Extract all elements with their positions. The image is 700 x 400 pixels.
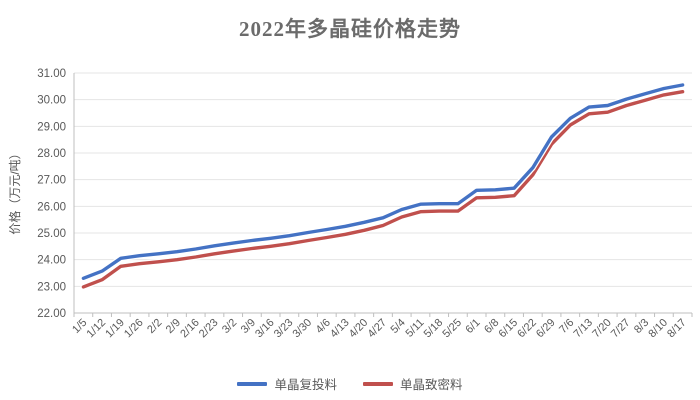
x-tick-label: 6/1 xyxy=(463,317,482,336)
y-tick-label: 30.00 xyxy=(37,95,66,107)
series-line-zhimiliao xyxy=(81,89,685,289)
x-tick-label: 4/20 xyxy=(347,317,371,341)
x-tick-label: 7/20 xyxy=(590,317,614,341)
series-line-futoule xyxy=(81,83,685,280)
y-tick-label: 29.00 xyxy=(37,121,66,133)
x-tick-label: 3/2 xyxy=(220,317,239,336)
x-tick-label: 4/27 xyxy=(365,317,389,341)
x-tick-label: 6/22 xyxy=(515,317,539,341)
y-tick-label: 31.00 xyxy=(37,68,66,80)
y-tick-label: 26.00 xyxy=(37,201,66,213)
series-line-casing xyxy=(80,88,686,290)
legend: 单晶复投料 单晶致密料 xyxy=(0,374,700,393)
x-tick-label: 3/30 xyxy=(291,317,315,341)
chart-title: 2022年多晶硅价格走势 xyxy=(239,17,461,41)
legend-item[interactable]: 单晶复投料 xyxy=(237,374,337,393)
x-tick-label: 6/29 xyxy=(534,317,558,341)
x-tick-label: 3/16 xyxy=(253,317,277,341)
x-tick-label: 7/13 xyxy=(571,317,595,341)
legend-label: 单晶复投料 xyxy=(274,378,337,392)
x-tick-label: 8/10 xyxy=(646,317,670,341)
x-tick-label: 5/25 xyxy=(440,317,464,341)
x-tick-label: 3/23 xyxy=(272,317,296,341)
y-tick-label: 22.00 xyxy=(37,308,66,320)
x-tick-label: 1/26 xyxy=(122,317,146,341)
x-tick-label: 5/18 xyxy=(422,317,446,341)
legend-item[interactable]: 单晶致密料 xyxy=(363,374,463,393)
y-tick-label: 25.00 xyxy=(37,228,66,240)
x-tick-label: 2/2 xyxy=(145,317,164,336)
x-tick-label: 4/13 xyxy=(328,317,352,341)
x-tick-label: 2/23 xyxy=(197,317,221,341)
y-tick-label: 28.00 xyxy=(37,148,66,160)
x-tick-label: 8/17 xyxy=(665,317,689,341)
x-tick-label: 2/16 xyxy=(178,317,202,341)
plot-area: 22.00 23.00 24.00 25.00 26.00 27.00 28.00 29.00… xyxy=(37,68,693,341)
y-tick-label: 24.00 xyxy=(37,255,66,267)
x-tick-label: 5/11 xyxy=(404,317,427,340)
y-tick-label: 23.00 xyxy=(37,281,66,293)
legend-line-swatch xyxy=(237,381,268,386)
legend-line-swatch xyxy=(363,381,393,386)
x-tick-label: 6/15 xyxy=(497,317,521,341)
x-tick-label: 1/19 xyxy=(103,317,127,341)
x-tick-label: 1/12 xyxy=(85,317,109,341)
y-tick-label: 27.00 xyxy=(37,175,66,187)
x-tick-label: 7/27 xyxy=(609,317,633,341)
legend-label: 单晶致密料 xyxy=(400,378,463,392)
